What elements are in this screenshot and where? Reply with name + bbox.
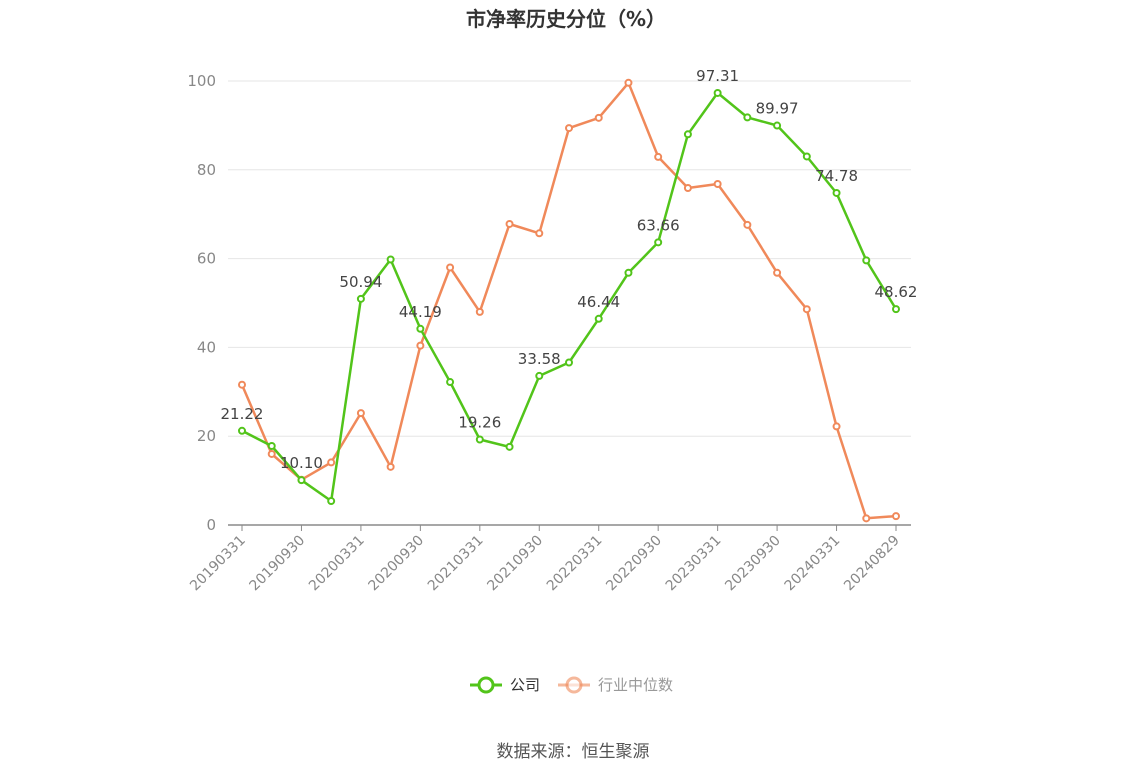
- data-point[interactable]: [386, 462, 395, 471]
- data-point[interactable]: [773, 268, 782, 277]
- data-point[interactable]: [624, 268, 633, 277]
- y-tick-label: 0: [206, 516, 216, 534]
- data-point[interactable]: [654, 238, 663, 247]
- data-label: 89.97: [756, 100, 799, 118]
- data-point[interactable]: [565, 124, 573, 133]
- y-tick-label: 80: [197, 161, 216, 179]
- data-label: 97.31: [696, 67, 739, 85]
- x-tick-label: 20210331: [425, 533, 487, 595]
- x-tick-label: 20220930: [603, 533, 665, 595]
- data-point[interactable]: [832, 188, 841, 197]
- x-tick-label: 20210930: [484, 533, 546, 595]
- data-point[interactable]: [743, 220, 752, 229]
- data-label: 48.62: [875, 283, 918, 301]
- data-labels: 21.22 10.10 50.94 44.19 19.26 33.58 46.44 63.66…: [221, 67, 918, 472]
- y-tick-label: 40: [197, 338, 216, 356]
- x-tick-label: 20240331: [782, 533, 844, 595]
- series-company: [238, 88, 900, 506]
- data-point[interactable]: [773, 121, 782, 130]
- grid-lines: [228, 80, 911, 437]
- data-label: 33.58: [518, 350, 561, 368]
- data-point[interactable]: [802, 152, 811, 161]
- data-label: 21.22: [221, 405, 264, 423]
- data-point[interactable]: [743, 113, 752, 122]
- y-tick-label: 20: [197, 427, 216, 445]
- chart-title: 市净率历史分位（%）: [466, 7, 666, 31]
- y-tick-label: 60: [197, 250, 216, 268]
- x-tick-label: 20230331: [663, 533, 725, 595]
- data-point[interactable]: [654, 152, 663, 161]
- y-tick-label: 100: [187, 72, 216, 90]
- data-point[interactable]: [475, 307, 484, 316]
- data-source: 数据来源：恒生聚源: [497, 742, 650, 762]
- x-tick-label: 20240829: [841, 533, 903, 595]
- x-tick-label: 20220331: [544, 533, 606, 595]
- series-layer: [238, 78, 900, 523]
- data-point[interactable]: [535, 229, 544, 238]
- data-point[interactable]: [862, 514, 871, 523]
- data-point[interactable]: [297, 476, 306, 485]
- x-tick-label: 20190331: [187, 533, 249, 595]
- data-point[interactable]: [832, 422, 841, 431]
- data-point[interactable]: [683, 130, 692, 139]
- data-point[interactable]: [802, 305, 811, 314]
- data-point[interactable]: [446, 263, 455, 272]
- data-point[interactable]: [267, 449, 276, 458]
- data-label: 44.19: [399, 303, 442, 321]
- data-point[interactable]: [713, 88, 722, 97]
- legend-industry-label: 行业中位数: [598, 676, 673, 694]
- legend: 公司 行业中位数: [470, 676, 673, 694]
- data-label: 63.66: [637, 216, 680, 234]
- legend-company-label: 公司: [510, 676, 540, 694]
- data-point[interactable]: [683, 184, 692, 193]
- data-point[interactable]: [505, 442, 514, 451]
- x-tick-label: 20190930: [247, 533, 309, 595]
- data-label: 50.94: [339, 273, 382, 291]
- data-point[interactable]: [416, 341, 425, 350]
- data-label: 10.10: [280, 454, 323, 472]
- data-point[interactable]: [267, 441, 276, 450]
- data-point[interactable]: [594, 113, 603, 122]
- data-point[interactable]: [713, 180, 722, 189]
- legend-item-company[interactable]: 公司: [470, 676, 540, 694]
- data-point[interactable]: [892, 512, 900, 521]
- x-tick-label: 20200930: [365, 533, 427, 595]
- legend-company-marker-icon: [477, 676, 495, 694]
- x-axis: 2019033120190930202003312020093020210331…: [187, 524, 911, 595]
- x-tick-label: 20200331: [306, 533, 368, 595]
- data-point[interactable]: [356, 409, 365, 418]
- data-point[interactable]: [892, 305, 900, 314]
- data-point[interactable]: [624, 78, 633, 87]
- data-point[interactable]: [238, 426, 246, 435]
- data-point[interactable]: [505, 219, 514, 228]
- data-point[interactable]: [327, 458, 336, 467]
- data-point[interactable]: [416, 324, 425, 333]
- data-point[interactable]: [327, 497, 336, 506]
- data-point[interactable]: [565, 358, 573, 367]
- data-label: 19.26: [458, 413, 501, 431]
- data-point[interactable]: [475, 435, 484, 444]
- data-label: 74.78: [815, 167, 858, 185]
- series-industry-median: [238, 78, 900, 523]
- data-point[interactable]: [535, 371, 544, 380]
- data-label: 46.44: [577, 293, 620, 311]
- data-point[interactable]: [446, 378, 455, 387]
- data-point[interactable]: [594, 314, 603, 323]
- data-point[interactable]: [386, 255, 395, 264]
- y-axis-ticks: 0 20 40 60 80 100: [187, 72, 216, 534]
- data-point[interactable]: [862, 256, 871, 265]
- x-tick-label: 20230930: [722, 533, 784, 595]
- data-point[interactable]: [356, 294, 365, 303]
- legend-item-industry[interactable]: 行业中位数: [558, 676, 673, 694]
- data-point[interactable]: [238, 380, 246, 389]
- legend-industry-marker-icon: [565, 676, 583, 694]
